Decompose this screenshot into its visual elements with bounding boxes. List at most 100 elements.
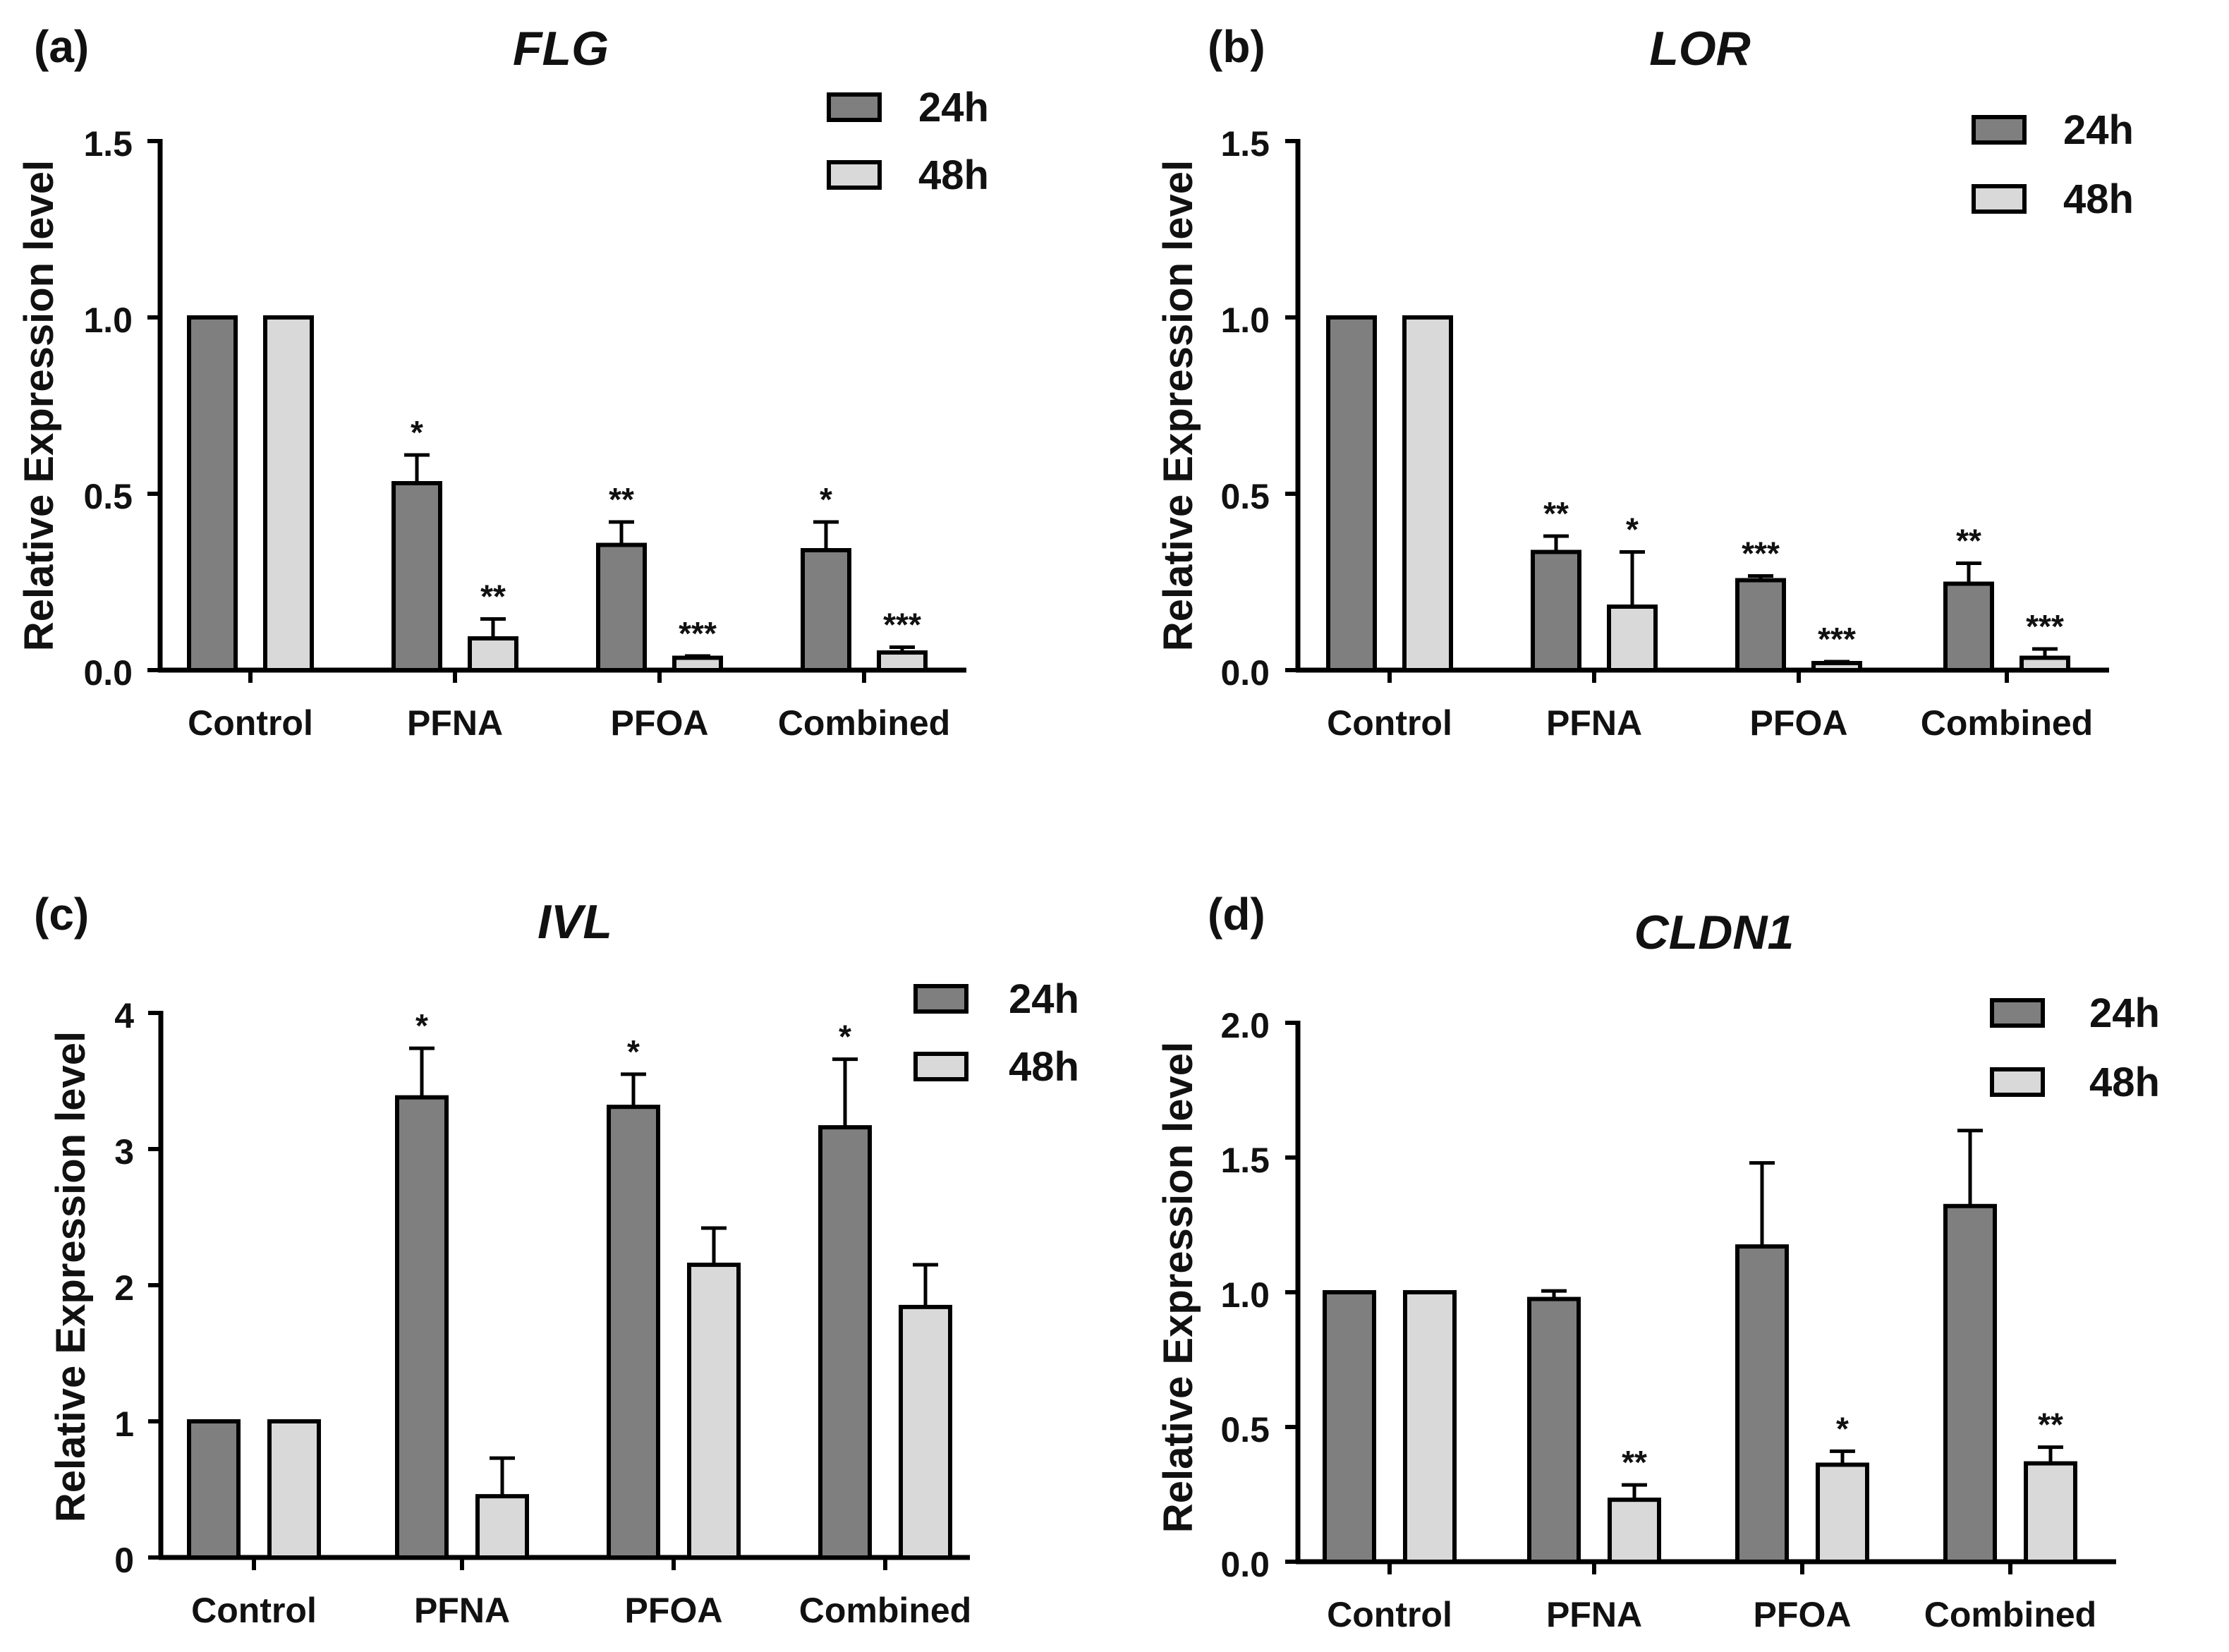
bar-group-24h-pfna: * <box>391 414 442 672</box>
ytick-label: 1.5 <box>83 124 133 164</box>
significance-label: * <box>1836 1410 1849 1447</box>
legend-swatch-24h-d <box>1990 998 2045 1028</box>
panel-label-b: (b) <box>1208 21 1265 72</box>
ytick-label: 0.0 <box>1220 653 1270 693</box>
ytick-labels-a: 0.0 0.5 1.0 1.5 <box>83 124 133 693</box>
bar-48h-control <box>263 315 314 672</box>
ytick-label: 3 <box>114 1132 134 1172</box>
significance-label: ** <box>1622 1444 1647 1481</box>
category-labels-b: Control PFNA PFOA Combined <box>1327 703 2093 743</box>
bar-48h-combined <box>2024 1461 2077 1565</box>
bar-48h-pfna <box>1607 605 1658 672</box>
bar-group-24h-combined <box>1943 1129 1997 1564</box>
ytick-label: 0 <box>114 1541 134 1580</box>
bar-24h-control <box>187 1419 241 1560</box>
bar-24h-control <box>187 315 238 672</box>
y-axis-label-d: Relative Expression level <box>1155 1042 1201 1533</box>
bar-group-24h-pfna <box>1527 1289 1581 1565</box>
bar-24h-combined <box>1943 581 1994 672</box>
ytick-labels-b: 0.0 0.5 1.0 1.5 <box>1220 124 1270 693</box>
legend-c: 24h 48h <box>913 976 1079 1090</box>
bar-group-48h-combined: *** <box>2020 608 2070 672</box>
legend-swatch-48h-b <box>1972 184 2027 214</box>
category-label-pfoa-a: PFOA <box>611 703 709 743</box>
ytick-label: 0.5 <box>1220 1410 1270 1450</box>
significance-label: * <box>411 414 423 451</box>
category-label-pfna-d: PFNA <box>1546 1595 1642 1634</box>
bar-group-48h-pfna <box>475 1456 529 1560</box>
bar-group-24h-pfoa <box>1735 1161 1789 1565</box>
ytick-label: 1.0 <box>1220 1275 1270 1315</box>
plot-area-b: ***** ****** *** <box>1285 139 2109 683</box>
bar-24h-control <box>1323 1290 1376 1564</box>
legend-swatch-48h-a <box>827 160 882 190</box>
bar-24h-combined <box>1943 1203 1997 1564</box>
bar-48h-pfna <box>475 1494 529 1560</box>
category-label-pfna-c: PFNA <box>414 1591 510 1630</box>
bar-group-24h-control <box>1323 1290 1376 1564</box>
category-label-pfoa-d: PFOA <box>1754 1595 1852 1634</box>
significance-label: ** <box>1956 523 1981 559</box>
bar-24h-pfoa <box>607 1105 660 1560</box>
ytick-label: 0.0 <box>1220 1545 1270 1584</box>
bar-group-24h-control <box>187 315 238 672</box>
legend-d: 24h 48h <box>1990 990 2160 1105</box>
bar-24h-combined <box>818 1125 872 1560</box>
legend-label-48h-c: 48h <box>1009 1044 1079 1090</box>
bar-group-24h-pfna: * <box>395 1007 449 1560</box>
bar-group-24h-control <box>1326 315 1377 672</box>
ytick-label: 0.0 <box>83 653 133 693</box>
bar-group-48h-pfoa <box>687 1226 741 1560</box>
bar-group-48h-control <box>1402 315 1453 672</box>
bar-48h-control <box>267 1419 321 1560</box>
significance-label: * <box>820 481 832 518</box>
bar-group-48h-pfoa: *** <box>1811 621 1862 672</box>
bar-48h-combined <box>877 650 928 672</box>
legend-label-48h-b: 48h <box>2063 176 2134 222</box>
legend-label-24h-b: 24h <box>2063 107 2134 153</box>
bar-48h-pfoa <box>672 655 723 672</box>
legend-label-48h-d: 48h <box>2089 1059 2160 1105</box>
chart-title-a: FLG <box>513 22 609 75</box>
category-label-control-c: Control <box>191 1591 317 1630</box>
category-label-combined-d: Combined <box>1924 1595 2096 1634</box>
significance-label: *** <box>679 615 717 652</box>
ytick-label: 1.5 <box>1220 124 1270 164</box>
significance-label: * <box>839 1019 851 1055</box>
bar-48h-control <box>1403 1290 1457 1564</box>
ytick-label: 1.5 <box>1220 1141 1270 1180</box>
legend-swatch-48h-c <box>913 1052 968 1081</box>
legend-label-24h-c: 24h <box>1009 976 1079 1022</box>
category-label-control-a: Control <box>188 703 313 743</box>
ytick-label: 0.5 <box>83 477 133 516</box>
plot-area-c: * * * <box>148 1007 970 1570</box>
bar-group-48h-pfna: ** <box>1608 1444 1661 1564</box>
bar-group-24h-pfna: ** <box>1531 495 1581 672</box>
bar-group-48h-control <box>263 315 314 672</box>
bar-48h-pfna <box>1608 1498 1661 1564</box>
legend-label-48h-a: 48h <box>918 152 989 198</box>
category-label-combined-a: Combined <box>778 703 950 743</box>
ytick-label: 1.0 <box>83 300 133 340</box>
bar-48h-control <box>1402 315 1453 672</box>
bar-group-48h-control <box>1403 1290 1457 1564</box>
bar-group-48h-pfna: ** <box>468 578 518 672</box>
ytick-labels-c: 0 1 2 3 4 <box>114 996 134 1580</box>
panel-b: (b) LOR Relative Expression level 24h 48… <box>1155 21 2134 743</box>
category-label-pfna-b: PFNA <box>1546 703 1642 743</box>
category-label-control-b: Control <box>1327 703 1452 743</box>
category-labels-a: Control PFNA PFOA Combined <box>188 703 950 743</box>
legend-label-24h-d: 24h <box>2089 990 2160 1036</box>
panel-label-c: (c) <box>34 889 89 940</box>
bar-48h-pfna <box>468 636 518 672</box>
bar-group-48h-pfna: * <box>1607 511 1658 672</box>
significance-label: * <box>1626 511 1639 548</box>
significance-label: ** <box>609 481 634 518</box>
bar-group-24h-pfoa: *** <box>1735 535 1786 672</box>
ytick-label: 0.5 <box>1220 477 1270 516</box>
legend-swatch-24h-b <box>1972 115 2027 145</box>
bar-group-24h-combined: ** <box>1943 523 1994 672</box>
bar-24h-pfna <box>1531 549 1581 672</box>
plot-area-d: *** ** <box>1285 1021 2116 1574</box>
